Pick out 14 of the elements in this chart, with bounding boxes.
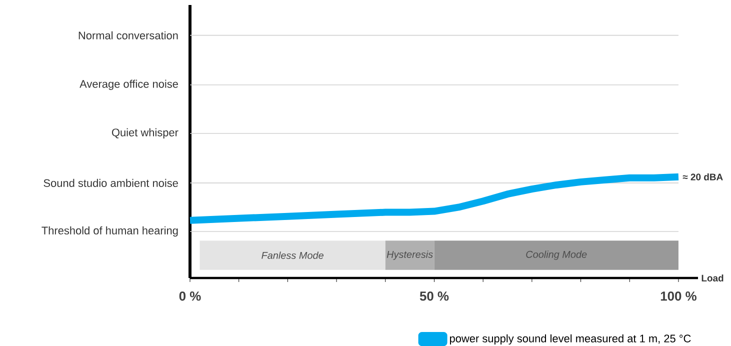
band-label: Hysteresis [386, 250, 433, 260]
ref-line-label: Average office noise [80, 80, 178, 90]
ref-line-label: Sound studio ambient noise [44, 178, 178, 187]
x-tick-label: 50 % [420, 292, 449, 301]
ref-line-label: Normal conversation [78, 31, 178, 40]
legend-label: power supply sound level measured at 1 m, 25 °C [450, 334, 691, 345]
band-label: Cooling Mode [526, 250, 587, 260]
x-tick-label: 0 % [179, 292, 201, 301]
ref-line-label: Quiet whisper [112, 128, 178, 139]
ref-line-label: Threshold of human hearing [42, 226, 178, 237]
x-tick-label: 100 % [660, 292, 696, 301]
x-axis-title: Load [702, 274, 724, 282]
annotation: ≈ 20 dBA [682, 173, 723, 180]
band-label: Fanless Mode [262, 252, 324, 259]
